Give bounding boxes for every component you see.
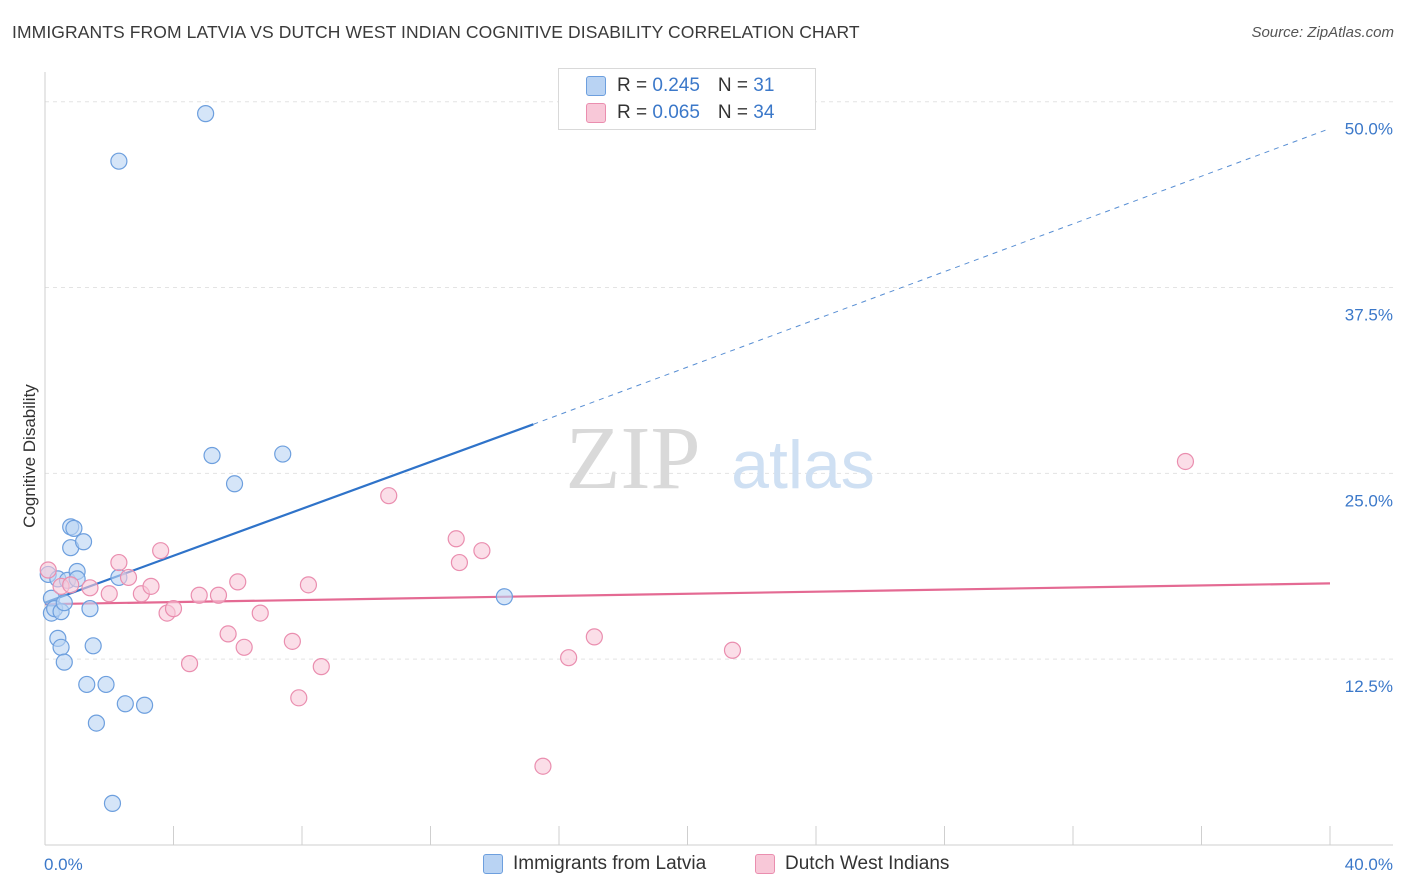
legend-r-value: 0.065 (652, 102, 700, 123)
pink-data-point (219, 625, 237, 643)
legend-row-latvia: R = 0.245 N = 31 (586, 73, 775, 99)
series-legend-dutch: Dutch West Indians (755, 852, 949, 876)
trend-lines (44, 128, 1331, 606)
legend-n-value: 31 (753, 75, 775, 96)
y-tick-label: 37.5% (1345, 306, 1393, 325)
y-tick-label: 12.5% (1345, 677, 1393, 696)
pink-data-point (100, 585, 118, 603)
watermark-zip: ZIP (566, 409, 701, 508)
legend-row-dutch: R = 0.065 N = 34 (586, 100, 775, 126)
pink-data-point (534, 757, 552, 775)
y-tick-label: 50.0% (1345, 120, 1393, 139)
pink-data-point (164, 600, 183, 618)
pink-data-point (473, 542, 491, 560)
blue-trend-extension (533, 128, 1331, 425)
blue-data-point (225, 475, 244, 493)
grid-lines (45, 101, 1393, 660)
y-axis-label: Cognitive Disability (20, 384, 39, 528)
blue-data-point (55, 653, 73, 671)
pink-data-point (62, 576, 80, 594)
blue-data-point (197, 105, 215, 123)
pink-data-point (1176, 452, 1195, 471)
pink-data-point (251, 604, 269, 622)
pink-data-point (235, 638, 253, 656)
blue-data-point (78, 675, 96, 694)
blue-data-point (116, 695, 134, 713)
legend-swatch-pink (586, 103, 606, 123)
legend-r-label: R = (617, 75, 653, 96)
pink-data-point (299, 576, 318, 594)
legend-r-value: 0.245 (652, 75, 700, 96)
pink-data-point (723, 641, 742, 659)
legend-r-label: R = (617, 102, 653, 123)
pink-data-point (110, 553, 128, 572)
blue-data-point (81, 600, 99, 618)
y-tick-label: 25.0% (1345, 491, 1393, 510)
pink-data-point (560, 649, 578, 667)
pink-data-point (190, 586, 208, 604)
pink-trend-line (44, 582, 1331, 606)
x-tick-label: 40.0% (1345, 855, 1393, 874)
legend-n-label: N = (717, 75, 754, 96)
blue-data-point (65, 519, 83, 537)
watermark-atlas: atlas (731, 427, 875, 503)
legend-swatch-blue (586, 76, 606, 96)
correlation-legend: R = 0.245 N = 31 R = 0.065 N = 34 (558, 68, 816, 130)
blue-data-point (495, 588, 513, 606)
pink-data-point (447, 530, 465, 548)
pink-data-point (81, 579, 99, 597)
pink-data-point (39, 561, 57, 579)
data-points (39, 105, 1195, 812)
pink-data-point (142, 577, 160, 595)
blue-data-point (55, 594, 73, 612)
legend-n-value: 34 (753, 102, 775, 123)
pink-data-point (290, 689, 308, 707)
blue-data-point (74, 533, 93, 551)
pink-data-point (450, 553, 469, 572)
pink-data-point (585, 628, 603, 646)
blue-data-point (52, 638, 70, 656)
pink-data-point (380, 487, 398, 505)
pink-data-point (229, 573, 247, 591)
blue-data-point (135, 696, 154, 714)
axes (44, 72, 1393, 846)
series-legend-latvia: Immigrants from Latvia (483, 852, 706, 876)
tick-labels: 12.5% 25.0% 37.5% 50.0% 0.0% 40.0% (44, 120, 1393, 874)
blue-data-point (84, 637, 102, 655)
watermark: ZIP atlas (566, 409, 875, 508)
series-label-latvia: Immigrants from Latvia (513, 853, 707, 874)
pink-data-point (312, 658, 330, 676)
pink-data-point (180, 655, 199, 673)
series-swatch-blue (483, 854, 503, 874)
blue-data-point (203, 446, 221, 465)
chart-title: IMMIGRANTS FROM LATVIA VS DUTCH WEST IND… (12, 22, 860, 42)
blue-data-point (110, 152, 128, 170)
chart-source: Source: ZipAtlas.com (1251, 24, 1394, 41)
pink-data-point (152, 542, 170, 560)
blue-data-point (274, 445, 292, 463)
series-label-dutch: Dutch West Indians (785, 853, 950, 874)
pink-data-point (209, 586, 228, 604)
series-swatch-pink (755, 854, 775, 874)
pink-data-point (283, 632, 301, 650)
blue-data-point (103, 794, 122, 812)
pink-data-point (119, 568, 138, 587)
blue-data-point (97, 675, 115, 694)
legend-n-label: N = (717, 102, 754, 123)
blue-data-point (87, 714, 106, 732)
x-tick-label: 0.0% (44, 855, 83, 874)
